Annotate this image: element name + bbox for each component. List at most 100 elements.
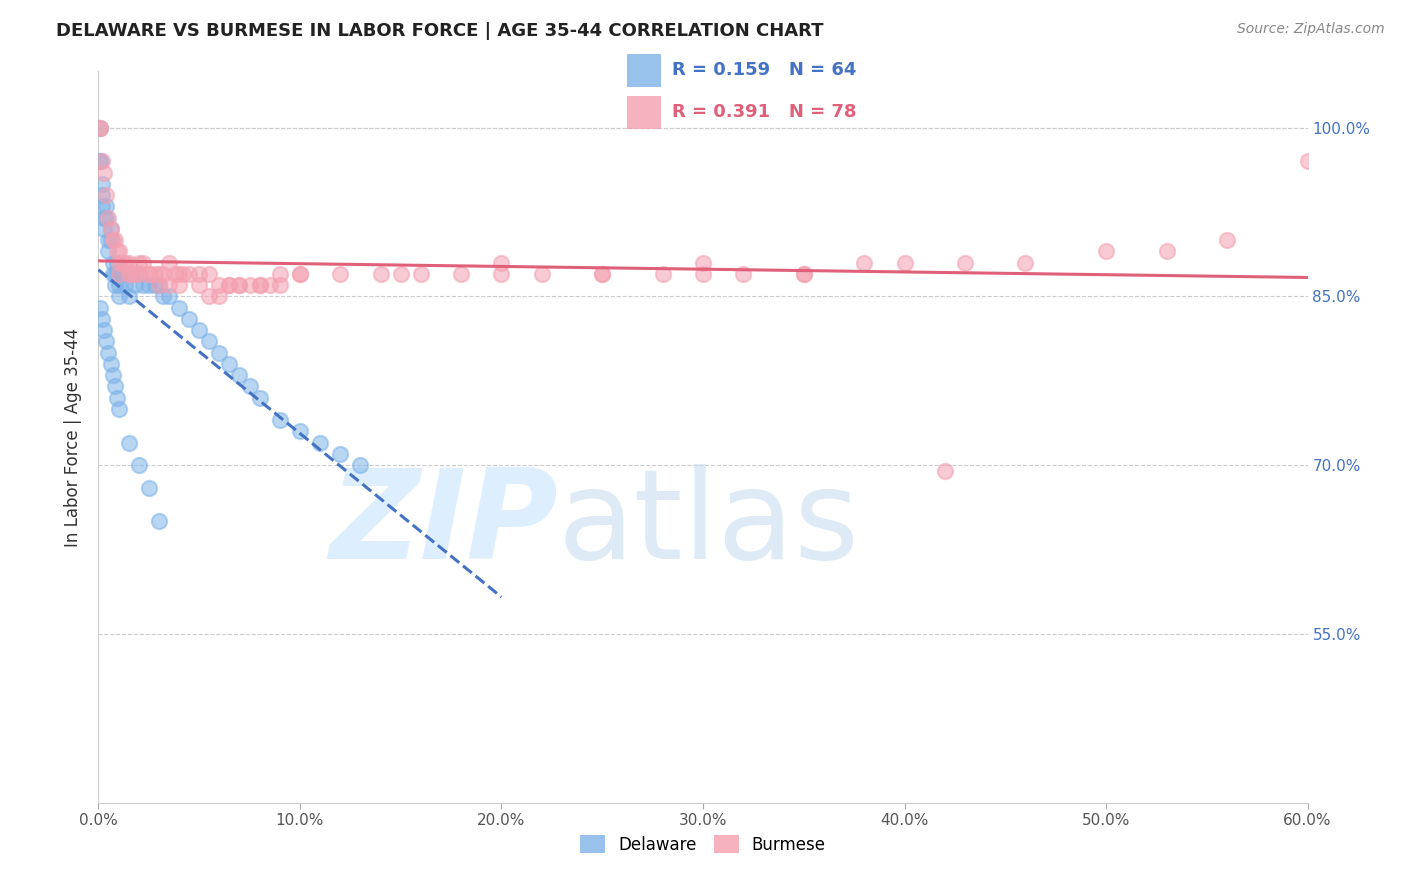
Point: [167, 301, 190, 315]
Point: [157, 255, 180, 269]
Point: [228, 368, 250, 383]
Point: [179, 312, 201, 326]
Point: [101, 233, 124, 247]
Point: [114, 278, 136, 293]
Point: [100, 357, 122, 371]
Point: [97, 345, 120, 359]
Point: [124, 267, 146, 281]
Point: [329, 267, 352, 281]
Point: [107, 289, 129, 303]
Point: [172, 267, 194, 281]
Point: [97, 233, 120, 247]
Text: R = 0.159   N = 64: R = 0.159 N = 64: [672, 61, 856, 78]
Point: [793, 267, 815, 281]
Point: [198, 289, 221, 303]
Point: [269, 278, 291, 293]
Point: [96, 334, 118, 349]
Point: [208, 345, 231, 359]
Point: [107, 255, 129, 269]
Point: [1216, 233, 1239, 247]
Point: [101, 267, 124, 281]
Legend: Delaware, Burmese: Delaware, Burmese: [574, 829, 832, 860]
Point: [239, 379, 262, 393]
Point: [128, 267, 150, 281]
Point: [89, 154, 111, 169]
Point: [152, 267, 174, 281]
Point: [249, 278, 271, 293]
Point: [157, 278, 180, 293]
Point: [259, 278, 281, 293]
Point: [103, 278, 125, 293]
Point: [188, 278, 211, 293]
Point: [288, 267, 311, 281]
Point: [111, 255, 134, 269]
Point: [93, 222, 115, 236]
Point: [111, 267, 134, 281]
Point: [651, 267, 673, 281]
Point: [288, 267, 311, 281]
Point: [953, 255, 976, 269]
Point: [138, 267, 160, 281]
Point: [89, 120, 111, 135]
Point: [96, 199, 118, 213]
Point: [269, 267, 291, 281]
Point: [107, 401, 129, 416]
Point: [148, 515, 170, 529]
Point: [179, 267, 201, 281]
Point: [198, 267, 221, 281]
Point: [208, 289, 231, 303]
Point: [309, 435, 332, 450]
Point: [132, 278, 155, 293]
Point: [409, 267, 432, 281]
Point: [107, 267, 129, 281]
Point: [148, 278, 170, 293]
Point: [370, 267, 392, 281]
Point: [143, 267, 166, 281]
Point: [91, 154, 114, 169]
Y-axis label: In Labor Force | Age 35-44: In Labor Force | Age 35-44: [65, 327, 83, 547]
Point: [692, 255, 714, 269]
Point: [91, 177, 114, 191]
Point: [288, 425, 311, 439]
Point: [91, 312, 114, 326]
Point: [105, 391, 128, 405]
Point: [107, 244, 129, 259]
Point: [118, 267, 141, 281]
Point: [138, 278, 160, 293]
Point: [389, 267, 412, 281]
Point: [107, 267, 129, 281]
Point: [167, 267, 190, 281]
Point: [591, 267, 613, 281]
Point: [105, 244, 128, 259]
Point: [114, 255, 136, 269]
Point: [148, 278, 170, 293]
Point: [143, 278, 166, 293]
Point: [491, 255, 513, 269]
Point: [218, 278, 240, 293]
Point: [152, 289, 174, 303]
Point: [91, 188, 114, 202]
Point: [89, 120, 111, 135]
Point: [118, 255, 141, 269]
Point: [491, 267, 513, 281]
Point: [100, 222, 122, 236]
Point: [329, 447, 352, 461]
Point: [1296, 154, 1319, 169]
Point: [239, 278, 262, 293]
FancyBboxPatch shape: [627, 96, 661, 129]
Point: [93, 323, 115, 337]
Point: [103, 267, 125, 281]
Point: [893, 255, 915, 269]
Point: [450, 267, 472, 281]
Point: [128, 267, 150, 281]
Point: [96, 188, 118, 202]
Point: [148, 267, 170, 281]
Point: [105, 255, 128, 269]
Point: [349, 458, 371, 473]
Point: [188, 267, 211, 281]
Point: [93, 211, 115, 225]
Point: [97, 211, 120, 225]
Point: [793, 267, 815, 281]
Point: [107, 267, 129, 281]
Point: [208, 278, 231, 293]
